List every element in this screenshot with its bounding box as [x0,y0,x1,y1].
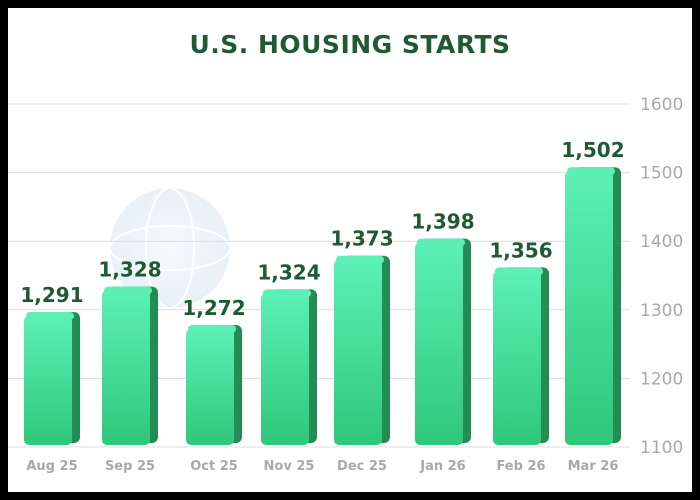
x-category-label: Dec 25 [337,459,387,474]
bar-top [567,167,615,176]
bar [102,286,158,445]
y-tick-label: 1100 [640,438,683,458]
x-category-label: Oct 25 [190,459,238,474]
bar-top [104,286,152,295]
bar-top [263,289,311,298]
bar [186,325,242,445]
watermark-logo [109,187,231,309]
bar-top [26,311,74,320]
bar-top [336,255,384,264]
bar-top [495,267,543,276]
bar-front [261,293,309,445]
x-category-label: Sep 25 [105,459,155,474]
bar [334,255,390,445]
bar [565,167,621,445]
bar-front [493,271,541,445]
data-label: 1,356 [489,238,552,262]
x-category-label: Nov 25 [264,459,315,474]
bar-front [102,290,150,445]
x-category-label: Mar 26 [568,459,619,474]
bar-top [417,238,465,247]
data-label: 1,398 [411,210,474,234]
bar [415,238,471,445]
data-label: 1,291 [20,283,83,307]
y-tick-label: 1200 [640,369,683,389]
bar [261,289,317,445]
y-tick-label: 1400 [640,232,683,252]
y-tick-label: 1500 [640,164,683,184]
chart-svg: 1100 1200 1300 1400 1500 1600 1,291 Aug 25 1,328… [8,95,683,474]
chart-frame: U.S. HOUSING STARTS 1100 1200 1300 1400 1500… [8,8,692,492]
bar-front [24,315,72,445]
bar [24,311,80,445]
bar-front [334,259,382,445]
data-label: 1,502 [561,138,624,162]
data-label: 1,328 [98,258,161,282]
data-label: 1,373 [330,227,393,251]
data-label: 1,272 [182,296,245,320]
bar-front [565,171,613,445]
x-category-label: Jan 26 [419,459,465,474]
bar [493,267,549,445]
bar-front [186,329,234,445]
chart-title: U.S. HOUSING STARTS [189,30,511,59]
y-tick-label: 1300 [640,301,683,321]
bar-top [188,325,236,334]
x-category-label: Feb 26 [496,459,545,474]
y-tick-label: 1600 [640,95,683,115]
data-label: 1,324 [257,260,320,284]
x-category-label: Aug 25 [26,459,77,474]
bar-front [415,242,463,445]
